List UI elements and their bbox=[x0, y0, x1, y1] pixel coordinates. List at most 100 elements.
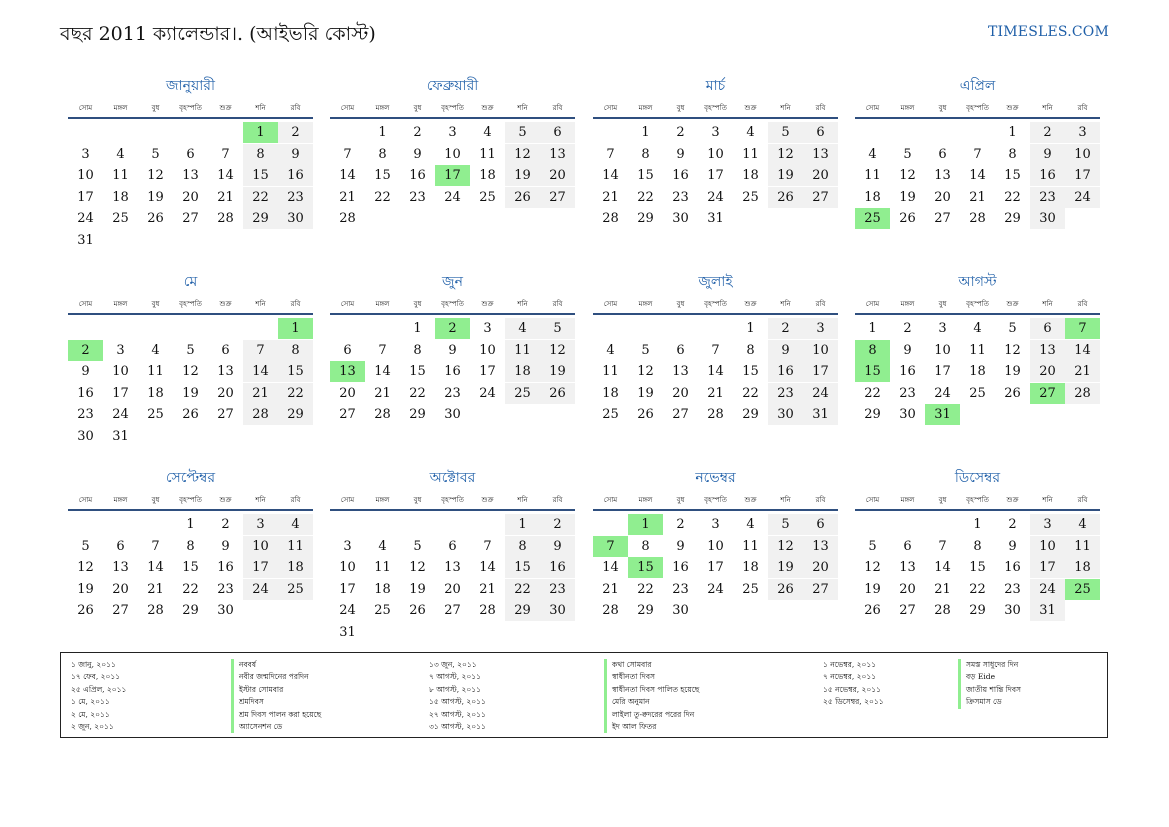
day-cell[interactable]: 10 bbox=[1030, 535, 1065, 557]
day-cell[interactable]: 3 bbox=[343, 538, 352, 554]
holiday-day-cell[interactable]: 15 bbox=[855, 361, 890, 383]
day-cell[interactable]: 10 bbox=[1065, 143, 1100, 165]
day-cell[interactable]: 15 bbox=[969, 560, 986, 576]
day-cell[interactable]: 21 bbox=[1065, 361, 1100, 383]
day-cell[interactable]: 15 bbox=[505, 557, 540, 579]
day-cell[interactable]: 18 bbox=[505, 361, 540, 383]
day-cell[interactable]: 6 bbox=[540, 122, 575, 143]
day-cell[interactable]: 20 bbox=[1030, 361, 1065, 383]
day-cell[interactable]: 22 bbox=[637, 189, 654, 205]
day-cell[interactable]: 5 bbox=[151, 146, 160, 162]
day-cell[interactable]: 31 bbox=[112, 429, 129, 444]
day-cell[interactable]: 26 bbox=[899, 211, 916, 227]
day-cell[interactable]: 13 bbox=[672, 364, 689, 380]
day-cell[interactable]: 3 bbox=[1065, 122, 1100, 143]
day-cell[interactable]: 14 bbox=[707, 364, 724, 380]
day-cell[interactable]: 19 bbox=[899, 189, 916, 205]
day-cell[interactable]: 24 bbox=[243, 578, 278, 600]
day-cell[interactable]: 8 bbox=[1008, 146, 1017, 162]
day-cell[interactable]: 8 bbox=[413, 342, 422, 358]
day-cell[interactable]: 8 bbox=[973, 538, 982, 554]
day-cell[interactable]: 30 bbox=[217, 603, 234, 619]
day-cell[interactable]: 27 bbox=[540, 186, 575, 208]
day-cell[interactable]: 4 bbox=[505, 318, 540, 339]
day-cell[interactable]: 18 bbox=[864, 189, 881, 205]
day-cell[interactable]: 4 bbox=[151, 342, 160, 358]
day-cell[interactable]: 1 bbox=[973, 517, 982, 532]
day-cell[interactable]: 30 bbox=[278, 208, 313, 230]
day-cell[interactable]: 11 bbox=[969, 342, 986, 358]
day-cell[interactable]: 6 bbox=[116, 538, 125, 554]
day-cell[interactable]: 5 bbox=[641, 342, 650, 358]
day-cell[interactable]: 11 bbox=[505, 339, 540, 361]
day-cell[interactable]: 29 bbox=[969, 603, 986, 619]
day-cell[interactable]: 2 bbox=[676, 125, 685, 140]
holiday-day-cell[interactable]: 1 bbox=[278, 318, 313, 339]
day-cell[interactable]: 23 bbox=[540, 578, 575, 600]
day-cell[interactable]: 5 bbox=[903, 146, 912, 162]
day-cell[interactable]: 6 bbox=[1030, 318, 1065, 339]
day-cell[interactable]: 2 bbox=[1030, 122, 1065, 143]
day-cell[interactable]: 29 bbox=[864, 407, 881, 423]
day-cell[interactable]: 4 bbox=[868, 146, 877, 162]
day-cell[interactable]: 18 bbox=[602, 385, 619, 401]
day-cell[interactable]: 25 bbox=[112, 211, 129, 227]
day-cell[interactable]: 30 bbox=[672, 211, 689, 227]
day-cell[interactable]: 17 bbox=[803, 361, 838, 383]
day-cell[interactable]: 1 bbox=[186, 517, 195, 532]
day-cell[interactable]: 25 bbox=[479, 189, 496, 205]
day-cell[interactable]: 12 bbox=[409, 560, 426, 576]
day-cell[interactable]: 19 bbox=[409, 581, 426, 597]
brand-link[interactable]: TIMESLES.COM bbox=[988, 24, 1109, 40]
holiday-day-cell[interactable]: 1 bbox=[628, 514, 663, 535]
day-cell[interactable]: 5 bbox=[768, 122, 803, 143]
day-cell[interactable]: 19 bbox=[768, 557, 803, 579]
day-cell[interactable]: 11 bbox=[742, 146, 759, 162]
day-cell[interactable]: 25 bbox=[147, 407, 164, 423]
day-cell[interactable]: 16 bbox=[444, 364, 461, 380]
day-cell[interactable]: 27 bbox=[182, 211, 199, 227]
day-cell[interactable]: 13 bbox=[182, 168, 199, 184]
holiday-day-cell[interactable]: 7 bbox=[1065, 318, 1100, 339]
day-cell[interactable]: 6 bbox=[448, 538, 457, 554]
day-cell[interactable]: 26 bbox=[637, 407, 654, 423]
day-cell[interactable]: 26 bbox=[540, 382, 575, 404]
day-cell[interactable]: 16 bbox=[77, 385, 94, 401]
day-cell[interactable]: 23 bbox=[217, 581, 234, 597]
day-cell[interactable]: 19 bbox=[768, 165, 803, 187]
day-cell[interactable]: 21 bbox=[339, 189, 356, 205]
day-cell[interactable]: 7 bbox=[938, 538, 947, 554]
day-cell[interactable]: 23 bbox=[1004, 581, 1021, 597]
day-cell[interactable]: 3 bbox=[1030, 514, 1065, 535]
day-cell[interactable]: 25 bbox=[969, 385, 986, 401]
day-cell[interactable]: 6 bbox=[343, 342, 352, 358]
day-cell[interactable]: 28 bbox=[374, 407, 391, 423]
day-cell[interactable]: 30 bbox=[899, 407, 916, 423]
day-cell[interactable]: 28 bbox=[707, 407, 724, 423]
day-cell[interactable]: 12 bbox=[864, 560, 881, 576]
holiday-day-cell[interactable]: 25 bbox=[855, 208, 890, 230]
day-cell[interactable]: 20 bbox=[899, 581, 916, 597]
day-cell[interactable]: 5 bbox=[81, 538, 90, 554]
day-cell[interactable]: 29 bbox=[505, 600, 540, 622]
holiday-day-cell[interactable]: 7 bbox=[593, 535, 628, 557]
day-cell[interactable]: 6 bbox=[221, 342, 230, 358]
day-cell[interactable]: 29 bbox=[637, 211, 654, 227]
day-cell[interactable]: 7 bbox=[243, 339, 278, 361]
day-cell[interactable]: 31 bbox=[803, 404, 838, 426]
day-cell[interactable]: 14 bbox=[1065, 339, 1100, 361]
day-cell[interactable]: 24 bbox=[1030, 578, 1065, 600]
day-cell[interactable]: 16 bbox=[278, 165, 313, 187]
day-cell[interactable]: 23 bbox=[672, 581, 689, 597]
day-cell[interactable]: 3 bbox=[243, 514, 278, 535]
day-cell[interactable]: 15 bbox=[374, 168, 391, 184]
day-cell[interactable]: 2 bbox=[903, 321, 912, 336]
day-cell[interactable]: 12 bbox=[182, 364, 199, 380]
day-cell[interactable]: 20 bbox=[540, 165, 575, 187]
day-cell[interactable]: 18 bbox=[147, 385, 164, 401]
day-cell[interactable]: 9 bbox=[903, 342, 912, 358]
day-cell[interactable]: 24 bbox=[803, 382, 838, 404]
day-cell[interactable]: 5 bbox=[413, 538, 422, 554]
day-cell[interactable]: 26 bbox=[864, 603, 881, 619]
day-cell[interactable]: 9 bbox=[1008, 538, 1017, 554]
